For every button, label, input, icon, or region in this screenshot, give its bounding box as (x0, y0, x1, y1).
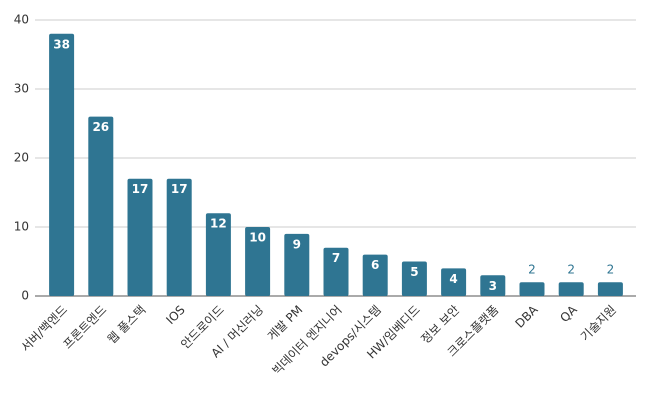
bar (88, 116, 114, 296)
y-tick-label: 30 (14, 82, 29, 96)
bar (49, 33, 75, 297)
bar (166, 178, 192, 296)
x-tick-label: 빅데이터 엔지니어 (270, 303, 345, 378)
bar (127, 178, 153, 296)
value-label: 26 (92, 120, 109, 134)
x-tick-label: 프론트엔드 (60, 303, 109, 352)
bar (519, 282, 545, 296)
value-label: 38 (53, 37, 70, 51)
y-tick-label: 0 (21, 289, 29, 303)
value-label: 9 (293, 237, 301, 251)
bar (441, 268, 467, 296)
y-tick-label: 10 (14, 220, 29, 234)
value-label: 4 (449, 272, 457, 286)
bar (558, 282, 584, 296)
x-tick-label: 기술지원 (578, 303, 619, 344)
value-label: 7 (332, 251, 340, 265)
bar (362, 254, 388, 296)
value-label: 2 (607, 263, 615, 277)
y-tick-label: 40 (14, 13, 29, 27)
value-label: 6 (371, 258, 379, 272)
x-tick-label: IOS (163, 303, 187, 327)
x-tick-label: 서버/백엔드 (18, 303, 70, 355)
value-label: 17 (171, 182, 188, 196)
value-label: 17 (132, 182, 149, 196)
y-tick-label: 20 (14, 151, 29, 165)
bar (284, 233, 310, 296)
value-label: 2 (528, 263, 536, 277)
value-label: 2 (567, 263, 575, 277)
bar (480, 275, 506, 296)
bar (205, 213, 231, 296)
x-tick-label: DBA (513, 302, 542, 331)
x-tick-label: QA (557, 302, 580, 325)
bar (323, 247, 349, 296)
value-label: 3 (489, 279, 497, 293)
value-label: 10 (249, 231, 266, 245)
x-tick-label: 웹 풀스택 (105, 303, 149, 347)
value-label: 12 (210, 217, 227, 231)
bar (245, 227, 271, 296)
bar (597, 282, 623, 296)
bar (401, 261, 427, 296)
value-label: 5 (410, 265, 418, 279)
